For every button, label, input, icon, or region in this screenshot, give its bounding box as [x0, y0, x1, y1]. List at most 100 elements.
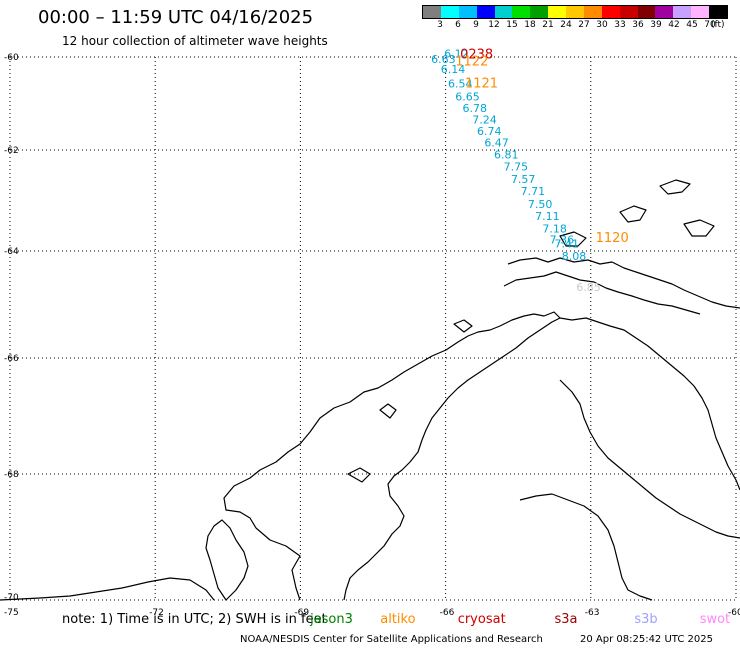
swh-value-label: 6.47	[484, 136, 509, 149]
colorbar-tick: 70	[704, 20, 716, 30]
latitude-tick-label: -68	[4, 470, 19, 480]
legend-satellite-s3a: s3a	[554, 612, 578, 627]
colorbar-tick: 30	[596, 20, 608, 30]
coastline-small-island-6	[347, 467, 371, 483]
swh-value-label: 7.50	[528, 198, 553, 211]
swh-value-label: 7.75	[504, 161, 529, 174]
colorbar-swatch	[601, 6, 620, 18]
swh-value-label: 6.63	[431, 53, 456, 66]
longitude-tick-label: -60	[728, 608, 740, 618]
colorbar-tick: 36	[632, 20, 644, 30]
latitude-tick-label: -64	[4, 247, 19, 257]
latitude-tick-label: -60	[4, 53, 19, 63]
legend-satellite-swot: swot	[699, 612, 731, 627]
colorbar-tick: 45	[686, 20, 698, 30]
colorbar-swatch	[619, 6, 638, 18]
coastline-small-island-1	[453, 319, 473, 333]
coastline-mainland	[223, 311, 561, 601]
colorbar-swatch	[476, 6, 495, 18]
swh-value-label: 6.12	[444, 47, 469, 60]
colorbar-unit-label: (ft)	[711, 20, 725, 30]
colorbar-swatch	[566, 6, 584, 18]
colorbar-tick: 33	[614, 20, 626, 30]
colorbar-tick: 3	[437, 20, 443, 30]
colorbar-swatch	[458, 6, 477, 18]
colorbar-tick: 12	[488, 20, 500, 30]
legend-satellite-jason3: jason3	[310, 612, 353, 627]
colorbar-swatch	[512, 6, 531, 18]
coastline-larsen-inner	[519, 493, 653, 601]
swh-value-label: 7.41	[555, 237, 580, 250]
swh-value-label: 6.81	[494, 149, 519, 162]
colorbar-tick: 27	[578, 20, 590, 30]
swh-value-label: 7.57	[511, 173, 536, 186]
altimeter-track: 6.126.636.14 6.546.656.787.246.746.476.81…	[431, 47, 601, 294]
colorbar-swatch	[423, 6, 441, 18]
coastline-small-island-4	[659, 179, 691, 195]
colorbar-swatch	[440, 6, 459, 18]
swh-value-label: 6.54	[448, 78, 473, 91]
legend-satellite-cryosat: cryosat	[457, 612, 506, 627]
swh-value-label: 7.71	[521, 185, 546, 198]
longitude-tick-label: -72	[149, 608, 164, 618]
latitude-tick-label: -66	[4, 354, 19, 364]
pass-time-label: 1120	[596, 231, 629, 246]
map-subtitle: 12 hour collection of altimeter wave hei…	[62, 34, 328, 48]
swh-value-label: 6.14	[441, 63, 466, 76]
note-text: note: 1) Time is in UTC; 2) SWH is in fe…	[62, 612, 327, 627]
latitude-tick-label: -62	[4, 146, 19, 156]
colorbar-swatch	[709, 6, 727, 18]
longitude-tick-label: -75	[4, 608, 19, 618]
coastline-small-island-5	[559, 231, 587, 247]
colorbar-swatch	[637, 6, 656, 18]
longitude-tick-label: -69	[294, 608, 309, 618]
axis-tick-labels: -75 -72 -69 -66 -63 -60 -60 -62 -64 -66 -68 -70	[4, 53, 740, 618]
coastline-alexander-island	[205, 519, 249, 601]
colorbar-tick: 39	[650, 20, 662, 30]
swh-value-label: 7.18	[542, 222, 567, 235]
swh-value-label: 8.08	[562, 250, 587, 263]
swh-value-label-faded: 6.85	[576, 281, 601, 294]
coastline-small-island-3	[619, 205, 647, 223]
antarctic-peninsula-coastline	[0, 179, 740, 601]
coastline-small-island-7	[683, 219, 715, 237]
colorbar-swatch	[655, 6, 674, 18]
coastline-small-island-2	[379, 403, 397, 419]
latitude-tick-label: -70	[4, 593, 19, 603]
graticule-grid	[9, 56, 737, 601]
colorbar-swatch	[548, 6, 566, 18]
swh-value-label: 7.11	[535, 210, 560, 223]
coastline-fjords	[559, 317, 740, 491]
swh-value-label: 7.36	[550, 233, 575, 246]
swh-value-label: 6.74	[477, 125, 502, 138]
colorbar-tick: 6	[455, 20, 461, 30]
pass-time-label: 0238	[460, 47, 493, 62]
map-title: 00:00 – 11:59 UTC 04/16/2025	[38, 7, 314, 28]
colorbar-swatch	[673, 6, 692, 18]
coastline-weddell-shelf	[559, 379, 740, 539]
colorbar-swatch	[691, 6, 709, 18]
coastline-south-shetland-block	[503, 271, 701, 315]
colorbar-swatch	[494, 6, 513, 18]
colorbar-tick: 18	[524, 20, 536, 30]
coastline-islands-north	[507, 257, 740, 309]
swh-value-label: 6.65	[455, 91, 480, 104]
legend-satellite-altiko: altiko	[380, 612, 416, 627]
coastline-west-shore	[0, 577, 215, 601]
colorbar-swatch	[530, 6, 549, 18]
colorbar-tick-labels: 3 6 9 12 15 18 21 24 27 30 33 36 39 42 45 70	[422, 20, 728, 32]
longitude-tick-label: -63	[585, 608, 600, 618]
swh-value-label: 7.24	[472, 113, 497, 126]
colorbar-tick: 24	[560, 20, 572, 30]
pass-time-label: 1121	[465, 77, 498, 92]
colorbar-tick: 9	[473, 20, 479, 30]
longitude-tick-label: -66	[440, 608, 455, 618]
colorbar-tick: 42	[668, 20, 680, 30]
colorbar-tick: 15	[506, 20, 518, 30]
pass-time-label: 1122	[455, 54, 488, 69]
legend-satellite-s3b: s3b	[634, 612, 658, 627]
footer-credit: NOAA/NESDIS Center for Satellite Applica…	[240, 634, 543, 645]
wave-height-colorbar	[422, 5, 728, 19]
